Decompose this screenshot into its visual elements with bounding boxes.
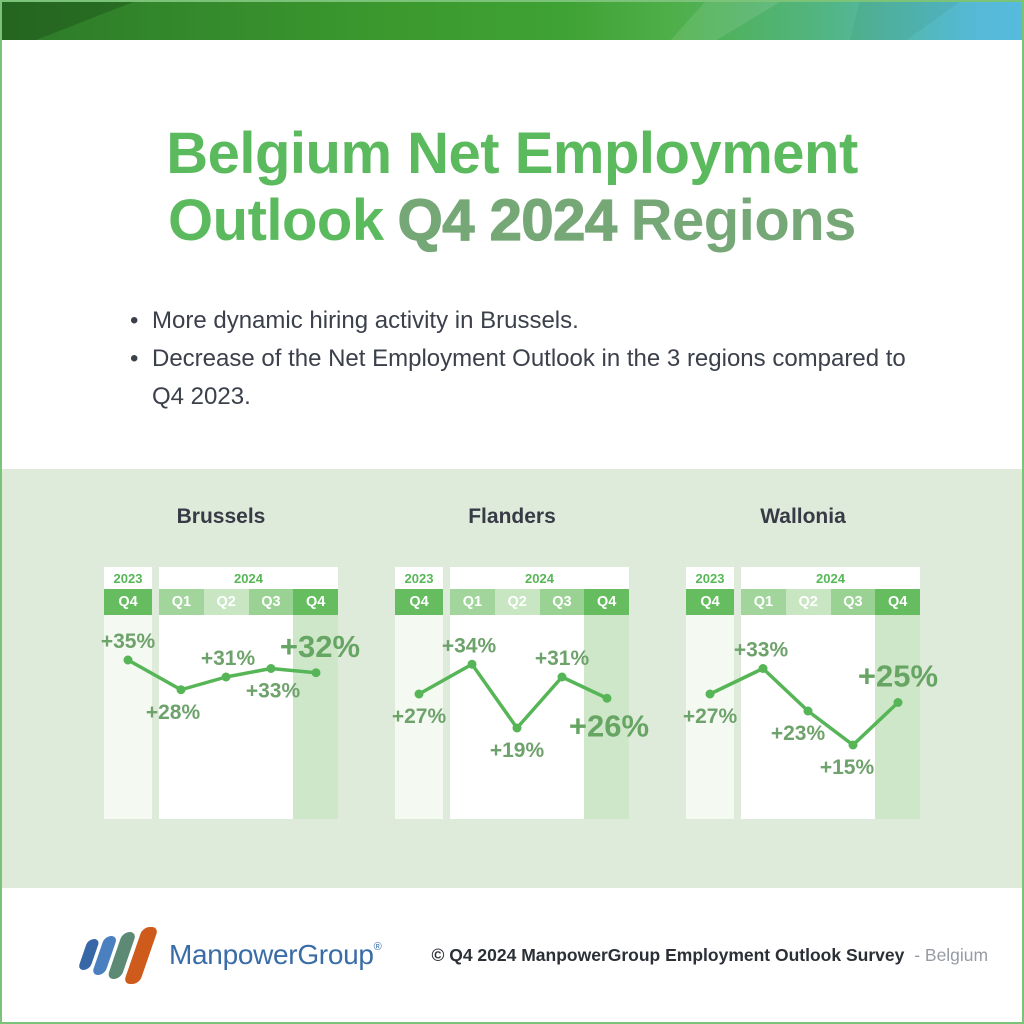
logo-wordmark: ManpowerGroup® [169,939,382,971]
current-quarter-highlight [875,615,920,819]
page-title: Belgium Net Employment Outlook Q4 2024 Reg… [2,40,1022,254]
chart-cards: 2023 Q4 2024 Q1 Q2 Q3 Q4 +27% +34% +19% +31% +26% [392,567,649,819]
key-findings-list: More dynamic hiring activity in Brussels… [130,302,930,416]
quarter-cell: Q1 [741,589,786,615]
headline-section: Belgium Net Employment Outlook Q4 2024 Reg… [2,40,1022,469]
quarter-cell: Q4 [395,589,443,615]
logo-bars-icon [76,926,159,984]
chart-cards: 2023 Q4 2024 Q1 Q2 Q3 Q4 +27% +33% +23% +15% +25% [683,567,938,819]
manpowergroup-logo: ManpowerGroup® [76,926,382,984]
registered-trademark-icon: ® [373,941,382,953]
quarter-cell: Q2 [494,589,540,615]
title-line1: Belgium Net Employment [166,121,858,186]
copyright-text: © Q4 2024 ManpowerGroup Employment Outlo… [431,944,905,965]
quarter-row-2023: Q4 [686,589,734,615]
year-header-2023: 2023 [395,567,443,589]
key-finding-item: Decrease of the Net Employment Outlook i… [130,340,930,416]
quarter-cell: Q1 [450,589,495,615]
card-2023-body [104,615,152,819]
title-line2-lead: Outlook [168,188,384,253]
year-header-2023: 2023 [686,567,734,589]
card-2024: 2024 Q1 Q2 Q3 Q4 [741,567,920,819]
current-quarter-highlight [293,615,338,819]
quarter-row-2023: Q4 [104,589,152,615]
year-header-2024: 2024 [450,567,629,589]
card-2023: 2023 Q4 [686,567,734,819]
card-2023: 2023 Q4 [395,567,443,819]
card-2024: 2024 Q1 Q2 Q3 Q4 [159,567,338,819]
region-title: Brussels [176,505,266,528]
quarter-cell: Q4 [293,589,338,615]
gradient-shape-mid [849,2,963,40]
chart-flanders: Flanders 2023 Q4 2024 Q1 Q2 Q3 Q4 +27% +34% +19% +3… [392,505,649,888]
quarter-cell: Q3 [248,589,294,615]
footer: ManpowerGroup® © Q4 2024 ManpowerGroup E… [2,888,1022,1022]
quarter-row-2024: Q1 Q2 Q3 Q4 [741,589,920,615]
quarter-cell: Q2 [785,589,831,615]
quarter-cell: Q3 [830,589,876,615]
copyright-line: © Q4 2024 ManpowerGroup Employment Outlo… [431,945,988,966]
copyright-country: - Belgium [914,944,989,965]
year-header-2023: 2023 [104,567,152,589]
card-2024: 2024 Q1 Q2 Q3 Q4 [450,567,629,819]
quarter-cell: Q3 [539,589,585,615]
quarter-cell: Q4 [584,589,629,615]
region-title: Wallonia [760,505,846,528]
quarter-cell: Q1 [159,589,204,615]
quarter-cell: Q2 [203,589,249,615]
region-title: Flanders [468,505,556,528]
card-2024-body [450,615,629,819]
current-quarter-highlight [584,615,629,819]
quarter-cell: Q4 [104,589,152,615]
header-gradient-bar [2,2,1022,40]
card-2023-body [686,615,734,819]
quarter-row-2023: Q4 [395,589,443,615]
card-2024-body [159,615,338,819]
charts-band: Brussels 2023 Q4 2024 Q1 Q2 Q3 Q4 +35% +28% +31% +3… [2,469,1022,888]
key-finding-item: More dynamic hiring activity in Brussels… [130,302,930,340]
year-header-2024: 2024 [159,567,338,589]
card-2023: 2023 Q4 [104,567,152,819]
quarter-cell: Q4 [686,589,734,615]
title-line2-tail: Regions [630,188,857,253]
chart-cards: 2023 Q4 2024 Q1 Q2 Q3 Q4 +35% +28% +31% +33% +32% [101,567,360,819]
quarter-row-2024: Q1 Q2 Q3 Q4 [159,589,338,615]
year-header-2024: 2024 [741,567,920,589]
card-2023-body [395,615,443,819]
quarter-row-2024: Q1 Q2 Q3 Q4 [450,589,629,615]
logo-wordmark-text: ManpowerGroup [169,939,374,970]
chart-brussels: Brussels 2023 Q4 2024 Q1 Q2 Q3 Q4 +35% +28% +31% +3… [101,505,360,888]
card-2024-body [741,615,920,819]
quarter-cell: Q4 [875,589,920,615]
chart-wallonia: Wallonia 2023 Q4 2024 Q1 Q2 Q3 Q4 +27% +33% +23% +1… [683,505,938,888]
title-quarter: Q4 2024 [397,187,618,253]
